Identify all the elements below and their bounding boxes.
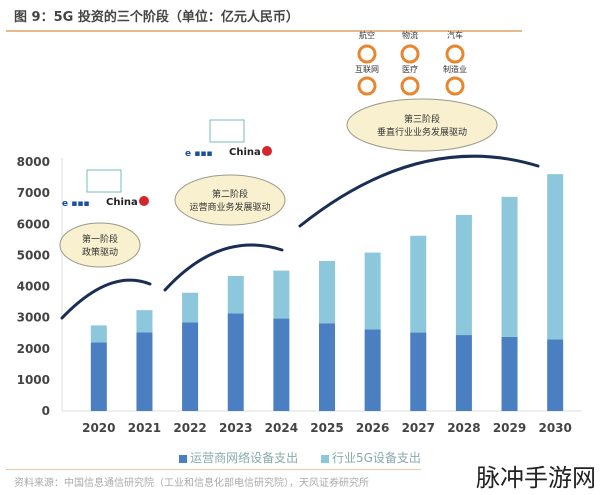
stage-label: 第二阶段 xyxy=(212,188,248,200)
stage-driver: 垂直行业业务发展驱动 xyxy=(377,126,467,138)
bar-operator-2023 xyxy=(227,313,244,411)
car-wheel-icon xyxy=(445,44,465,64)
stage-driver: 运营商业务发展驱动 xyxy=(189,201,270,213)
legend: 运营商网络设备支出 行业5G设备支出 xyxy=(0,449,600,466)
y-tick-label: 0 xyxy=(42,404,50,418)
y-tick-label: 5000 xyxy=(17,248,50,262)
chart-title: 图 9：5G 投资的三个阶段（单位：亿元人民币） xyxy=(14,10,299,25)
title-divider xyxy=(6,30,522,32)
y-tick-label: 8000 xyxy=(17,155,50,169)
china-mobile-logo xyxy=(86,169,122,193)
stage-bubble-3 xyxy=(346,98,498,152)
stage-driver: 政策驱动 xyxy=(82,246,118,258)
bar-operator-2029 xyxy=(501,336,518,411)
industry-label: 互联网 xyxy=(355,65,379,74)
bar-industry-2025 xyxy=(319,260,335,324)
bar-operator-2030 xyxy=(547,339,564,411)
bar-industry-2026 xyxy=(364,252,381,330)
stage-bubble-2 xyxy=(174,174,286,226)
industry-label: 制造业 xyxy=(443,64,467,74)
source-note: 资料来源：中国信息通信研究院（工业和信息化部电信研究院），天风证券研究所 xyxy=(14,478,369,489)
stage-bubble-1 xyxy=(59,222,141,268)
bar-industry-2029 xyxy=(501,196,518,337)
industry-label: 汽车 xyxy=(447,30,463,40)
bar-industry-2024 xyxy=(273,270,290,319)
legend-item-operator: 运营商网络设备支出 xyxy=(179,451,298,465)
bar-operator-2022 xyxy=(182,322,199,411)
bar-operator-2020 xyxy=(90,342,107,411)
y-tick-label: 6000 xyxy=(17,217,50,231)
x-tick-label: 2030 xyxy=(538,421,571,435)
stage-arc-1 xyxy=(60,278,152,320)
x-tick-label: 2028 xyxy=(447,421,480,435)
tools-icon xyxy=(445,76,465,96)
x-tick-label: 2025 xyxy=(310,421,343,435)
x-tick-label: 2026 xyxy=(356,421,389,435)
china-telecom-logo: e ▪▪▪ xyxy=(62,199,90,209)
x-tick-label: 2027 xyxy=(402,421,435,435)
bar-industry-2030 xyxy=(547,174,564,340)
china-telecom-logo: e ▪▪▪ xyxy=(185,149,213,159)
bar-operator-2024 xyxy=(273,318,290,411)
chart-svg: 0 1000 2000 3000 4000 5000 6000 7000 8000 2020 202… xyxy=(17,30,582,435)
x-tick-label: 2020 xyxy=(82,421,115,435)
medical-kit-icon xyxy=(400,76,420,96)
y-tick-label: 3000 xyxy=(17,311,50,325)
bar-operator-2028 xyxy=(455,335,472,411)
stage-arc-2 xyxy=(163,243,284,292)
bar-operator-2026 xyxy=(364,329,381,411)
source-divider xyxy=(6,469,421,470)
bar-industry-2022 xyxy=(182,292,199,323)
x-tick-label: 2021 xyxy=(128,421,161,435)
industry-label: 医疗 xyxy=(402,64,418,74)
x-tick-label: 2024 xyxy=(265,421,298,435)
x-tick-label: 2023 xyxy=(219,421,252,435)
bar-industry-2020 xyxy=(90,325,107,343)
industry-label: 航空 xyxy=(359,30,375,40)
china-unicom-logo: China xyxy=(106,197,138,208)
china-unicom-logo: China xyxy=(229,147,261,158)
unicom-knot-icon xyxy=(139,196,149,206)
unicom-knot-icon xyxy=(262,146,272,156)
bar-operator-2025 xyxy=(319,323,335,411)
china-mobile-logo xyxy=(209,119,245,143)
stage-arc-3 xyxy=(298,154,540,228)
bar-industry-2028 xyxy=(455,214,472,336)
bar-operator-2021 xyxy=(136,332,153,411)
y-tick-label: 1000 xyxy=(17,373,50,387)
stage-label: 第一阶段 xyxy=(82,233,118,245)
legend-item-industry: 行业5G设备支出 xyxy=(320,451,421,465)
x-tick-label: 2029 xyxy=(493,421,526,435)
bar-industry-2023 xyxy=(227,275,244,314)
watermark: 脉冲手游网 xyxy=(476,464,596,492)
y-tick-label: 7000 xyxy=(17,186,50,200)
y-tick-label: 4000 xyxy=(17,280,50,294)
x-tick-label: 2022 xyxy=(173,421,206,435)
truck-icon xyxy=(400,44,420,64)
y-tick-label: 2000 xyxy=(17,342,50,356)
bar-operator-2027 xyxy=(410,332,427,411)
industry-label: 物流 xyxy=(402,30,418,40)
stage-label: 第三阶段 xyxy=(404,113,440,125)
bar-industry-2021 xyxy=(136,310,153,333)
airplane-icon xyxy=(357,44,377,64)
globe-icon xyxy=(357,76,377,96)
bar-industry-2027 xyxy=(410,235,427,333)
